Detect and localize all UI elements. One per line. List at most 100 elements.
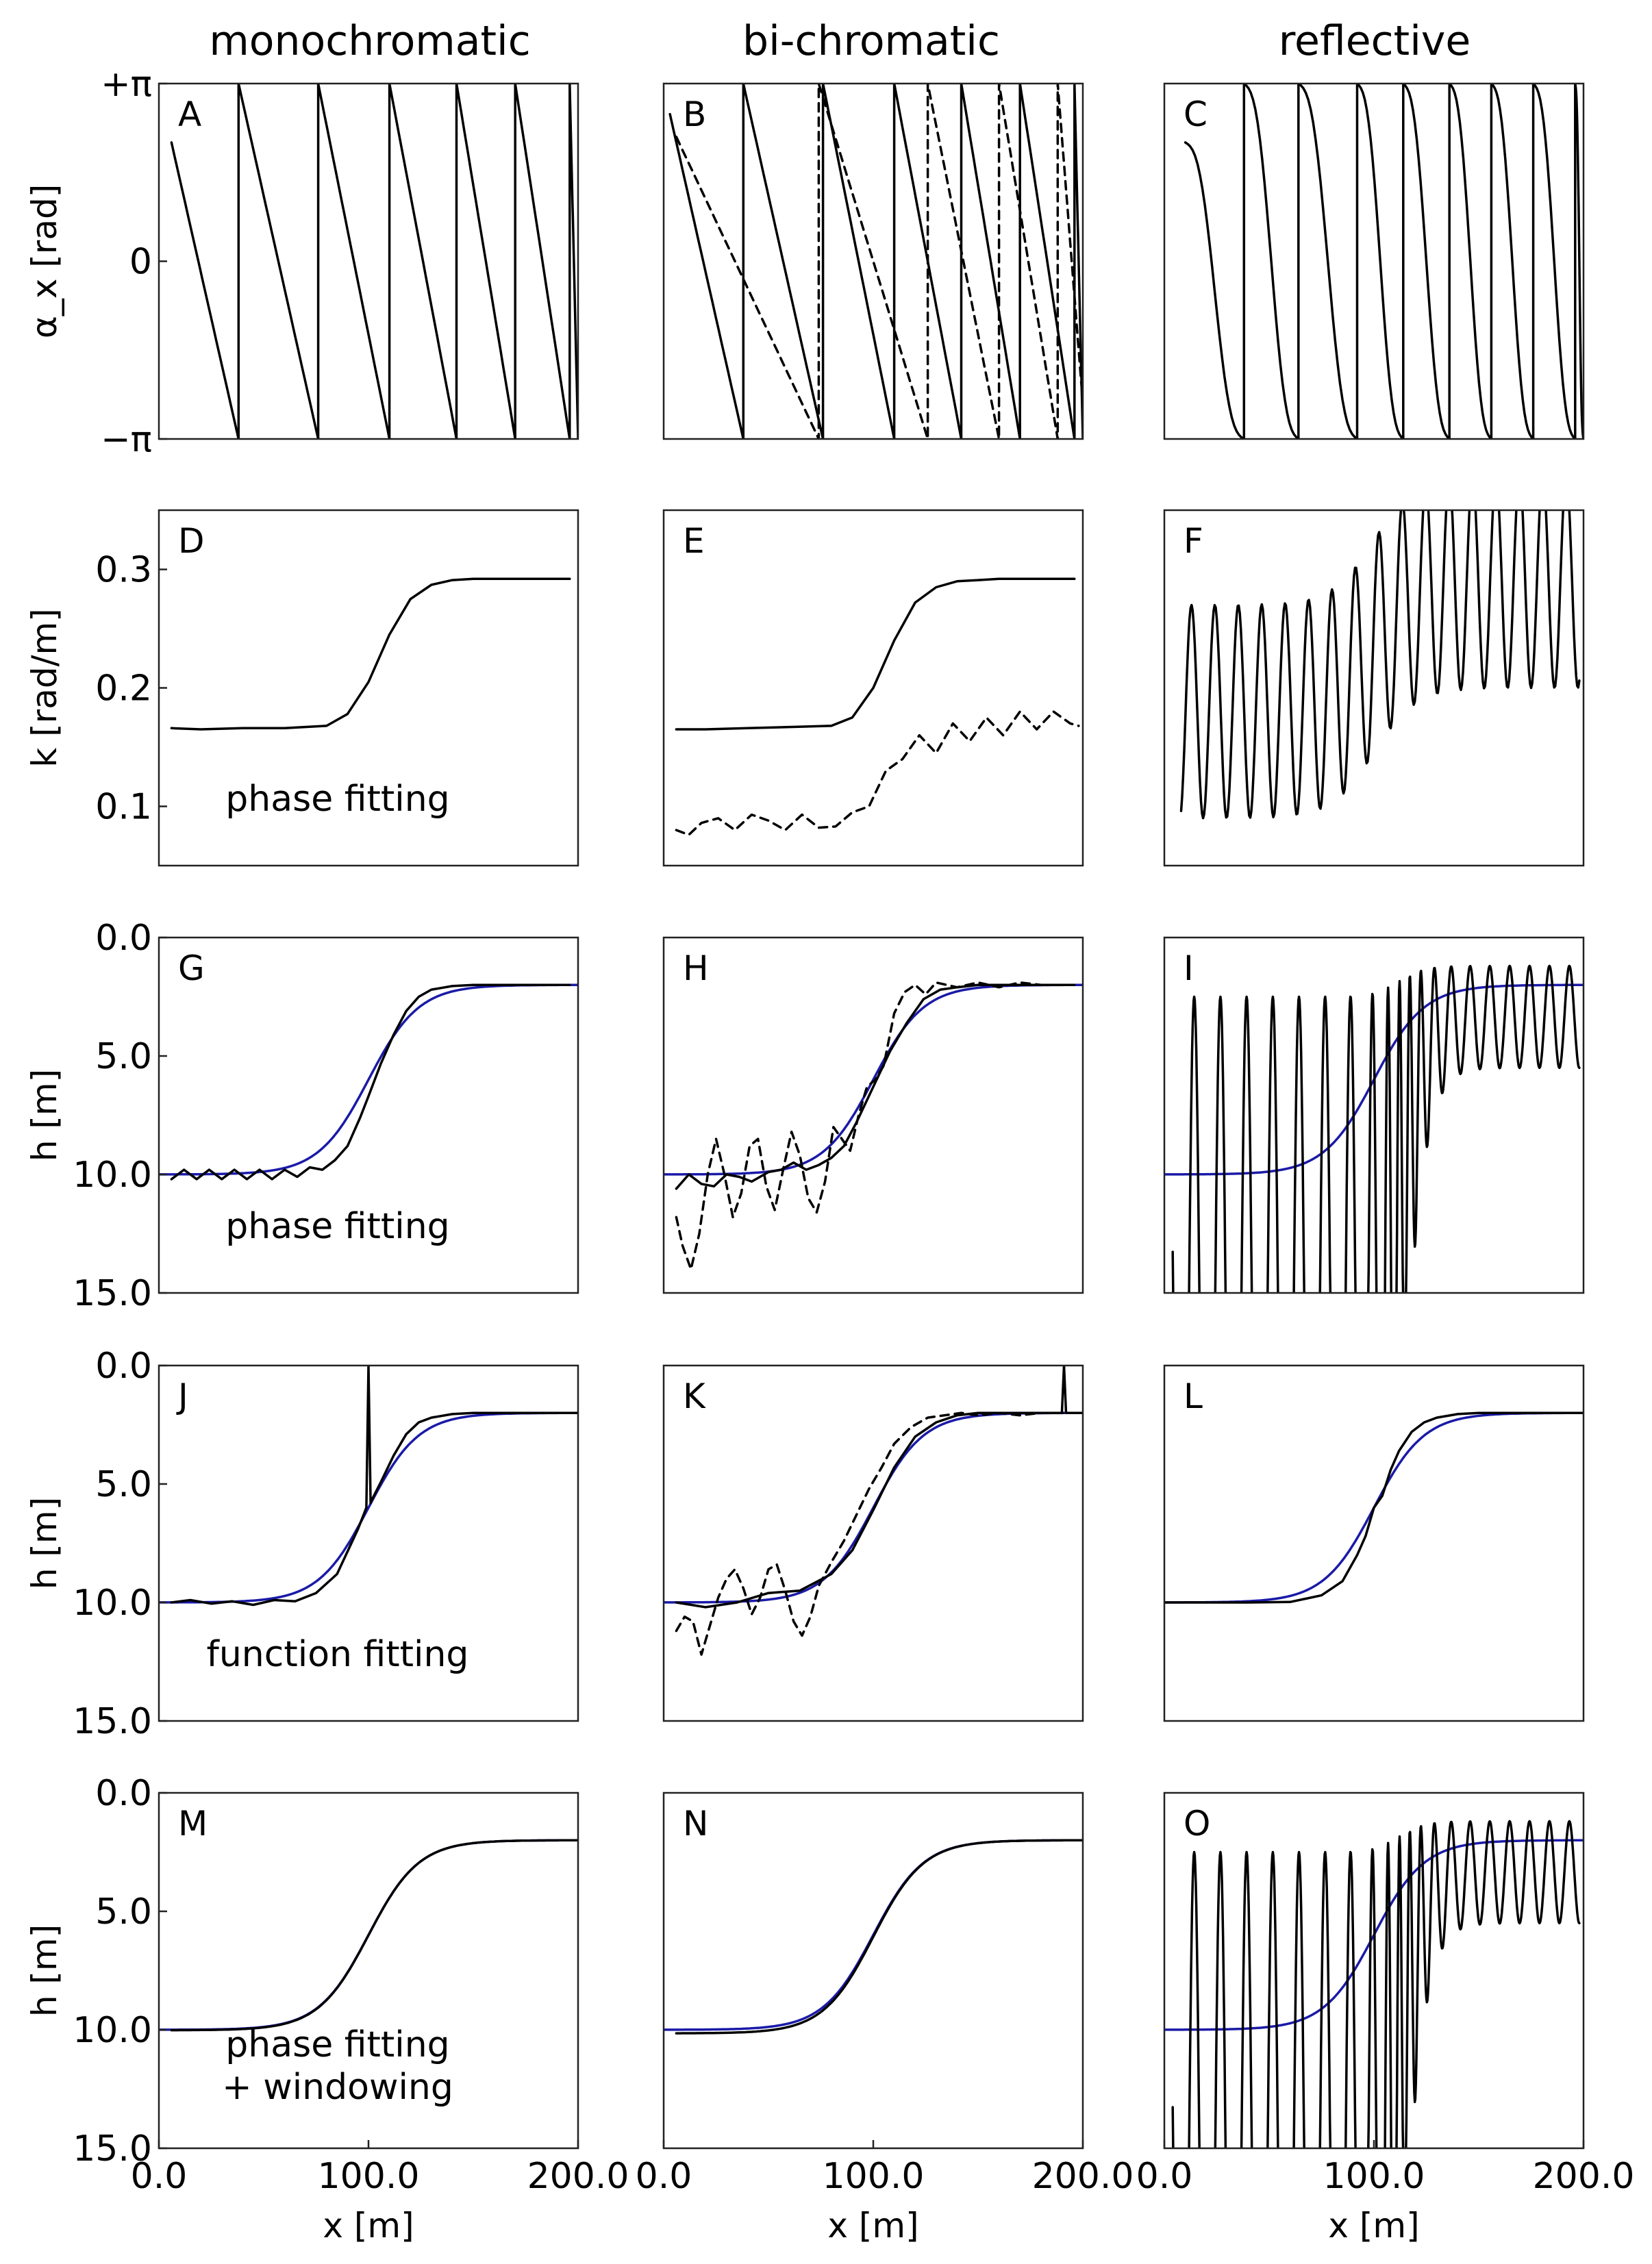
series-A-0-wrapped-phase xyxy=(170,84,578,439)
panel-L: L xyxy=(1163,1364,1585,1722)
panel-letter: G xyxy=(178,948,205,988)
axes-frame xyxy=(1163,1364,1585,1722)
series-I-1-estimate xyxy=(1171,964,1581,1293)
x-tick-label: 100.0 xyxy=(318,2156,420,2197)
axes-frame xyxy=(158,936,579,1294)
annotation: phase fitting xyxy=(225,2024,449,2065)
series-B-1-component-2 xyxy=(675,84,1083,439)
y-tick-label: +π xyxy=(101,64,152,105)
panel-letter: F xyxy=(1184,521,1203,561)
panel-M: M 0.0 5.0 10.0 15.0 h [m] 0.0 100.0 200.0 x [m] ph… xyxy=(25,1773,629,2246)
series-H-1-component-1 xyxy=(675,983,1076,1190)
series-K-1-component-1 xyxy=(675,1366,1083,1609)
axes-frame xyxy=(1163,509,1585,867)
plot-area xyxy=(1184,84,1584,439)
series-M-1-estimate xyxy=(170,1839,578,2032)
axes-frame xyxy=(662,936,1084,1294)
x-tick-label: 100.0 xyxy=(1323,2156,1425,2197)
y-axis-label: h [m] xyxy=(25,1924,64,2017)
plot-area xyxy=(159,1366,578,1607)
x-axis-label: x [m] xyxy=(827,2206,918,2246)
panel-letter: L xyxy=(1184,1376,1203,1416)
panel-letter: H xyxy=(683,948,709,988)
y-tick-label: 15.0 xyxy=(73,1273,152,1314)
y-tick-label: 0.1 xyxy=(95,787,152,828)
series-O-1-estimate xyxy=(1171,1820,1581,2148)
plot-area xyxy=(664,981,1083,1271)
panel-F: F xyxy=(1163,509,1585,867)
plot-area xyxy=(159,1839,578,2032)
y-tick-label: 0.2 xyxy=(95,668,152,709)
panel-letter: A xyxy=(178,95,201,134)
y-tick-label: 10.0 xyxy=(73,1155,152,1196)
panel-letter: B xyxy=(683,95,706,134)
annotation: phase fitting xyxy=(225,1206,449,1247)
x-tick-label: 200.0 xyxy=(1032,2156,1134,2197)
plot-area xyxy=(664,1839,1083,2035)
annotation: + windowing xyxy=(222,2067,453,2108)
y-tick-label: 15.0 xyxy=(73,2128,152,2169)
y-axis-label: k [rad/m] xyxy=(25,608,64,767)
plot-area xyxy=(170,577,571,731)
y-axis-label: h [m] xyxy=(25,1497,64,1589)
panel-N: N 0.0 100.0 200.0 x [m] xyxy=(636,1791,1134,2246)
panel-B: B xyxy=(662,82,1084,440)
series-D-0-k xyxy=(170,577,571,731)
x-tick-label: 100.0 xyxy=(823,2156,925,2197)
panel-letter: D xyxy=(178,521,205,561)
series-N-1-estimate xyxy=(675,1839,1083,2035)
x-axis-label: x [m] xyxy=(323,2206,414,2246)
panel-J: J 0.0 5.0 10.0 15.0 h [m] function fitting xyxy=(25,1346,579,1742)
plot-area xyxy=(170,84,578,439)
panel-C: C xyxy=(1163,82,1585,440)
y-axis-label: h [m] xyxy=(25,1069,64,1161)
panel-D: D 0.1 0.2 0.3 k [rad/m] phase fitting xyxy=(25,509,579,867)
y-tick-label: 0 xyxy=(129,242,152,283)
annotation: phase fitting xyxy=(225,779,449,820)
series-K-2-component-2 xyxy=(675,1411,1076,1656)
panel-letter: N xyxy=(683,1804,708,1844)
plot-area xyxy=(664,1366,1083,1656)
y-axis-label: α_x [rad] xyxy=(25,184,64,338)
panel-letter: I xyxy=(1184,948,1194,988)
x-axis-label: x [m] xyxy=(1328,2206,1419,2246)
x-tick-label: 0.0 xyxy=(636,2156,692,2197)
y-tick-label: 0.0 xyxy=(95,1773,152,1814)
axes-frame xyxy=(662,82,1084,440)
x-tick-label: 0.0 xyxy=(131,2156,188,2197)
series-E-1-component-2 xyxy=(675,710,1080,836)
plot-area xyxy=(1164,1411,1584,1604)
panel-letter: C xyxy=(1184,95,1207,134)
y-tick-label: 5.0 xyxy=(95,1891,152,1933)
plot-area xyxy=(668,84,1083,439)
y-tick-label: 0.0 xyxy=(95,1346,152,1387)
panel-H: H xyxy=(662,936,1084,1294)
series-C-0-wrapped-phase xyxy=(1184,84,1584,439)
plot-area xyxy=(675,577,1080,836)
panel-I: I xyxy=(1163,936,1585,1294)
y-tick-label: 0.0 xyxy=(95,918,152,959)
series-E-0-component-1 xyxy=(675,577,1076,731)
column-title-monochromatic: monochromatic xyxy=(209,17,530,65)
axes-frame xyxy=(662,509,1084,867)
series-H-2-component-2 xyxy=(675,981,1076,1271)
y-tick-label: 15.0 xyxy=(73,1701,152,1742)
panel-letter: E xyxy=(683,521,705,561)
series-L-1-estimate xyxy=(1164,1411,1584,1604)
column-title-reflective: reflective xyxy=(1279,17,1471,65)
y-tick-label: 10.0 xyxy=(73,2010,152,2051)
x-tick-label: 200.0 xyxy=(527,2156,629,2197)
plot-area xyxy=(1164,964,1584,1293)
x-tick-label: 0.0 xyxy=(1136,2156,1193,2197)
panel-letter: M xyxy=(178,1804,208,1844)
plot-area xyxy=(159,983,578,1181)
panel-letter: O xyxy=(1184,1804,1210,1844)
annotation: function fitting xyxy=(207,1634,469,1675)
x-tick-label: 200.0 xyxy=(1533,2156,1635,2197)
plot-area xyxy=(1179,510,1581,820)
axes-frame xyxy=(1163,82,1585,440)
column-title-bi-chromatic: bi-chromatic xyxy=(742,17,1000,65)
panel-K: K xyxy=(662,1364,1084,1722)
